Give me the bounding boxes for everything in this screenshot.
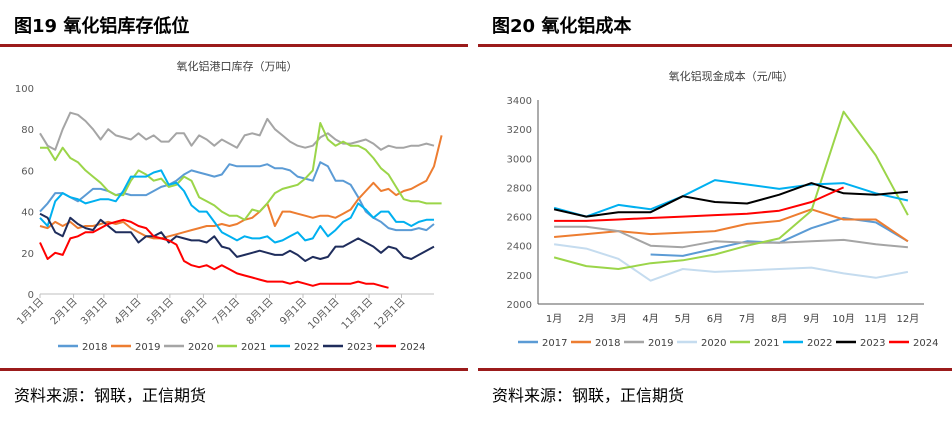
x-tick-label: 9月1日 bbox=[277, 296, 309, 328]
x-tick-label: 9月 bbox=[803, 313, 819, 325]
x-tick-label: 2月1日 bbox=[48, 296, 80, 328]
source-note: 资料来源：钢联，正信期货 bbox=[14, 386, 207, 405]
y-tick-label: 80 bbox=[21, 125, 34, 136]
y-tick-label: 3000 bbox=[507, 154, 532, 165]
source-note: 资料来源：钢联，正信期货 bbox=[492, 386, 685, 405]
x-tick-label: 11月1日 bbox=[339, 296, 375, 332]
x-tick-label: 4月 bbox=[642, 313, 658, 325]
title-rule bbox=[0, 44, 468, 47]
x-tick-label: 7月1日 bbox=[210, 296, 242, 328]
legend-label: 2017 bbox=[542, 338, 567, 349]
y-tick-label: 3400 bbox=[507, 96, 532, 107]
figure-title: 图20 氧化铝成本 bbox=[492, 16, 632, 37]
legend-label: 2023 bbox=[347, 342, 372, 353]
y-tick-label: 40 bbox=[21, 208, 34, 219]
series-line-2022 bbox=[553, 179, 909, 218]
series-line-2023 bbox=[553, 182, 908, 218]
legend-label: 2019 bbox=[135, 342, 160, 353]
x-tick-label: 5月1日 bbox=[144, 296, 176, 328]
series-line-2018 bbox=[554, 208, 909, 243]
x-tick-label: 5月 bbox=[675, 313, 691, 325]
x-tick-label: 12月1日 bbox=[371, 296, 407, 332]
cash-cost-chart: 氧化铝现金成本（元/吨） 2000 2200 2400 2600 2800 3000 3200… bbox=[507, 69, 939, 349]
legend-label: 2021 bbox=[241, 342, 266, 353]
source-rule bbox=[0, 368, 468, 371]
x-tick-label: 7月 bbox=[739, 313, 755, 325]
y-tick-label: 60 bbox=[21, 166, 34, 177]
y-tick-label: 2600 bbox=[507, 213, 532, 224]
series-line-2020 bbox=[39, 111, 435, 151]
series-line-2017 bbox=[650, 217, 909, 257]
legend-label: 2019 bbox=[648, 338, 673, 349]
series-line-2024 bbox=[554, 186, 845, 222]
x-tick-label: 8月1日 bbox=[244, 296, 276, 328]
series-line-2019 bbox=[554, 225, 908, 249]
y-tick-label: 2800 bbox=[507, 183, 532, 194]
x-tick-label: 3月 bbox=[610, 313, 626, 325]
y-tick-label: 20 bbox=[21, 249, 34, 260]
legend-label: 2020 bbox=[188, 342, 213, 353]
x-tick-label: 10月1日 bbox=[305, 296, 341, 332]
y-tick-label: 2000 bbox=[507, 300, 532, 311]
legend-label: 2023 bbox=[860, 338, 885, 349]
figure-19-panel: 图19 氧化铝库存低位 氧化铝港口库存（万吨） 0 20 40 60 80 100 1月1日 2… bbox=[0, 0, 468, 426]
series-line-2018 bbox=[39, 161, 435, 232]
source-rule bbox=[478, 368, 952, 371]
series-line-2019 bbox=[39, 135, 443, 240]
x-tick-label: 4月1日 bbox=[112, 296, 144, 328]
series-line-2020 bbox=[553, 243, 909, 282]
x-tick-label: 3月1日 bbox=[78, 296, 110, 328]
series-line-2022 bbox=[39, 169, 434, 244]
legend-label: 2022 bbox=[807, 338, 832, 349]
x-tick-label: 6月1日 bbox=[178, 296, 210, 328]
legend-label: 2024 bbox=[400, 342, 425, 353]
legend-label: 2020 bbox=[701, 338, 726, 349]
legend-label: 2022 bbox=[294, 342, 319, 353]
series-line-2021 bbox=[40, 122, 442, 221]
figure-20-panel: 图20 氧化铝成本 氧化铝现金成本（元/吨） 2000 2200 2400 2600 28… bbox=[478, 0, 952, 426]
figure-title: 图19 氧化铝库存低位 bbox=[14, 16, 190, 37]
x-tick-label: 1月 bbox=[546, 313, 562, 325]
y-tick-label: 2200 bbox=[507, 271, 532, 282]
x-tick-label: 10月 bbox=[832, 313, 855, 325]
legend-label: 2021 bbox=[754, 338, 779, 349]
y-tick-label: 0 bbox=[28, 290, 34, 301]
chart-title: 氧化铝港口库存（万吨） bbox=[177, 59, 298, 73]
y-tick-label: 100 bbox=[15, 84, 34, 95]
legend-label: 2018 bbox=[82, 342, 107, 353]
chart-title: 氧化铝现金成本（元/吨） bbox=[669, 69, 794, 83]
series-line-2023 bbox=[39, 212, 435, 262]
series-line-2024 bbox=[39, 218, 389, 289]
legend-label: 2024 bbox=[913, 338, 938, 349]
x-tick-label: 6月 bbox=[707, 313, 723, 325]
x-tick-label: 12月 bbox=[897, 313, 920, 325]
legend-label: 2018 bbox=[595, 338, 620, 349]
series-line-2021 bbox=[553, 110, 909, 270]
y-tick-label: 3200 bbox=[507, 125, 532, 136]
x-tick-label: 2月 bbox=[578, 313, 594, 325]
title-rule bbox=[478, 44, 952, 47]
y-tick-label: 2400 bbox=[507, 242, 532, 253]
x-tick-label: 8月 bbox=[771, 313, 787, 325]
x-tick-label: 11月 bbox=[864, 313, 887, 325]
